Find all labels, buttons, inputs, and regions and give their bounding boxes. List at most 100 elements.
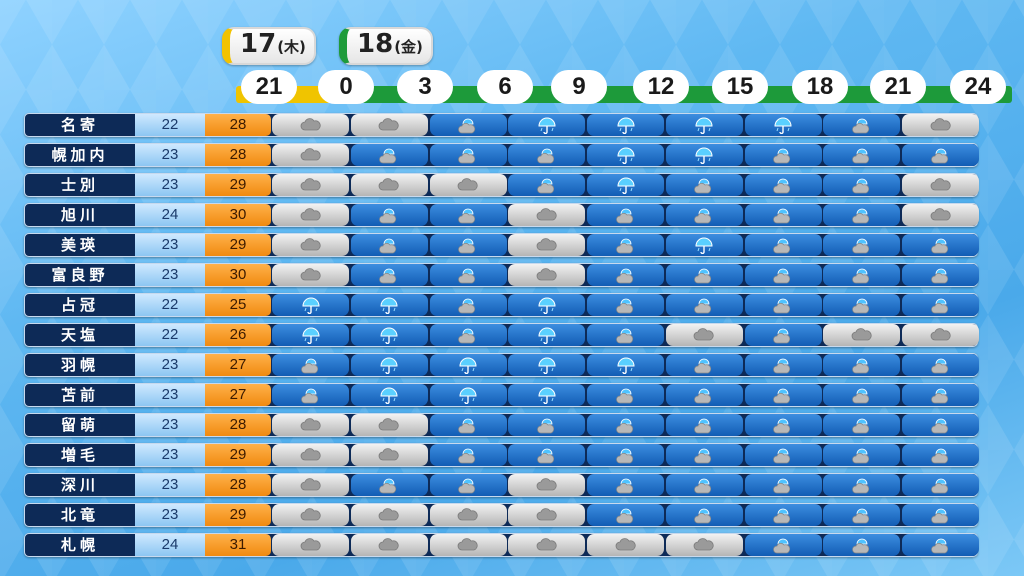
rain-icon	[457, 416, 479, 434]
weather-cell	[902, 144, 979, 166]
weather-cell	[429, 474, 507, 496]
rain-icon	[851, 146, 873, 164]
cloud-icon	[536, 206, 558, 224]
weather-cell	[744, 114, 822, 136]
cloud-icon	[300, 536, 322, 554]
weather-cell	[272, 264, 349, 286]
forecast-row[interactable]: 羽幌 23 27	[24, 353, 979, 377]
cloud-icon	[693, 326, 715, 344]
weather-cell	[823, 384, 901, 406]
rain-icon	[772, 536, 794, 554]
forecast-row[interactable]: 名寄 22 28	[24, 113, 979, 137]
forecast-row[interactable]: 増毛 23 29	[24, 443, 979, 467]
weather-cell	[823, 204, 901, 226]
weather-cell	[272, 174, 349, 196]
weather-cell	[823, 144, 901, 166]
cloud-icon	[457, 506, 479, 524]
weather-cell	[350, 294, 428, 316]
hour-label: 18	[792, 70, 848, 104]
weather-cell	[902, 264, 979, 286]
forecast-row[interactable]: 札幌 24 31	[24, 533, 979, 557]
hour-label: 21	[241, 70, 297, 104]
rain-icon	[851, 206, 873, 224]
rain-icon	[378, 236, 400, 254]
rain-icon	[930, 416, 952, 434]
weather-cell	[665, 204, 743, 226]
rain-icon	[930, 386, 952, 404]
weather-cell	[350, 414, 428, 436]
forecast-row[interactable]: 北竜 23 29	[24, 503, 979, 527]
weather-cell	[272, 204, 349, 226]
forecast-row[interactable]: 苫前 23 27	[24, 383, 979, 407]
min-temperature: 23	[135, 174, 205, 196]
weather-cell	[350, 264, 428, 286]
date-tab-18[interactable]: 18 (金)	[339, 27, 433, 65]
rain-icon	[457, 476, 479, 494]
rain-icon	[851, 176, 873, 194]
weather-cell	[429, 294, 507, 316]
forecast-row[interactable]: 幌加内 23 28	[24, 143, 979, 167]
forecast-row[interactable]: 士別 23 29	[24, 173, 979, 197]
rain-icon	[851, 446, 873, 464]
date-tab-17[interactable]: 17 (木)	[222, 27, 316, 65]
min-temperature: 24	[135, 534, 205, 556]
forecast-row[interactable]: 留萌 23 28	[24, 413, 979, 437]
forecast-row[interactable]: 美瑛 23 29	[24, 233, 979, 257]
umbrella-icon	[772, 116, 794, 134]
cloud-icon	[300, 206, 322, 224]
weather-cell	[744, 504, 822, 526]
rain-icon	[378, 266, 400, 284]
weather-cell	[665, 354, 743, 376]
umbrella-icon	[615, 356, 637, 374]
weather-cell	[902, 504, 979, 526]
weather-cell	[350, 174, 428, 196]
cloud-icon	[457, 176, 479, 194]
rain-icon	[693, 296, 715, 314]
rain-icon	[772, 416, 794, 434]
rain-icon	[851, 116, 873, 134]
rain-icon	[615, 386, 637, 404]
weather-cell	[744, 294, 822, 316]
max-temperature: 29	[205, 444, 271, 466]
city-name: 天塩	[60, 326, 99, 344]
weather-cell	[665, 174, 743, 196]
hour-label: 0	[318, 70, 374, 104]
rain-icon	[457, 206, 479, 224]
weather-cell	[272, 144, 349, 166]
date-weekday: (金)	[394, 38, 423, 56]
rain-icon	[457, 446, 479, 464]
weather-cell	[744, 354, 822, 376]
rain-icon	[378, 146, 400, 164]
weather-cell	[665, 264, 743, 286]
weather-cell	[272, 504, 349, 526]
cloud-icon	[536, 236, 558, 254]
umbrella-icon	[693, 146, 715, 164]
max-temperature: 29	[205, 234, 271, 256]
forecast-row[interactable]: 天塩 22 26	[24, 323, 979, 347]
rain-icon	[615, 326, 637, 344]
weather-cell	[508, 174, 586, 196]
weather-cell	[665, 474, 743, 496]
min-temperature: 23	[135, 444, 205, 466]
forecast-row[interactable]: 旭川 24 30	[24, 203, 979, 227]
weather-cell	[744, 174, 822, 196]
rain-icon	[615, 416, 637, 434]
rain-icon	[930, 506, 952, 524]
weather-cell	[823, 474, 901, 496]
forecast-row[interactable]: 占冠 22 25	[24, 293, 979, 317]
cloud-icon	[300, 416, 322, 434]
weather-cell	[587, 174, 664, 196]
rain-icon	[772, 296, 794, 314]
weather-cell	[272, 534, 349, 556]
forecast-row[interactable]: 富良野 23 30	[24, 263, 979, 287]
weather-cell	[508, 444, 586, 466]
weather-cell	[587, 294, 664, 316]
rain-icon	[772, 266, 794, 284]
weather-cell	[429, 414, 507, 436]
rain-icon	[930, 536, 952, 554]
cloud-icon	[300, 176, 322, 194]
forecast-row[interactable]: 深川 23 28	[24, 473, 979, 497]
rain-icon	[693, 416, 715, 434]
city-name: 美瑛	[60, 236, 99, 254]
weather-cell	[587, 204, 664, 226]
